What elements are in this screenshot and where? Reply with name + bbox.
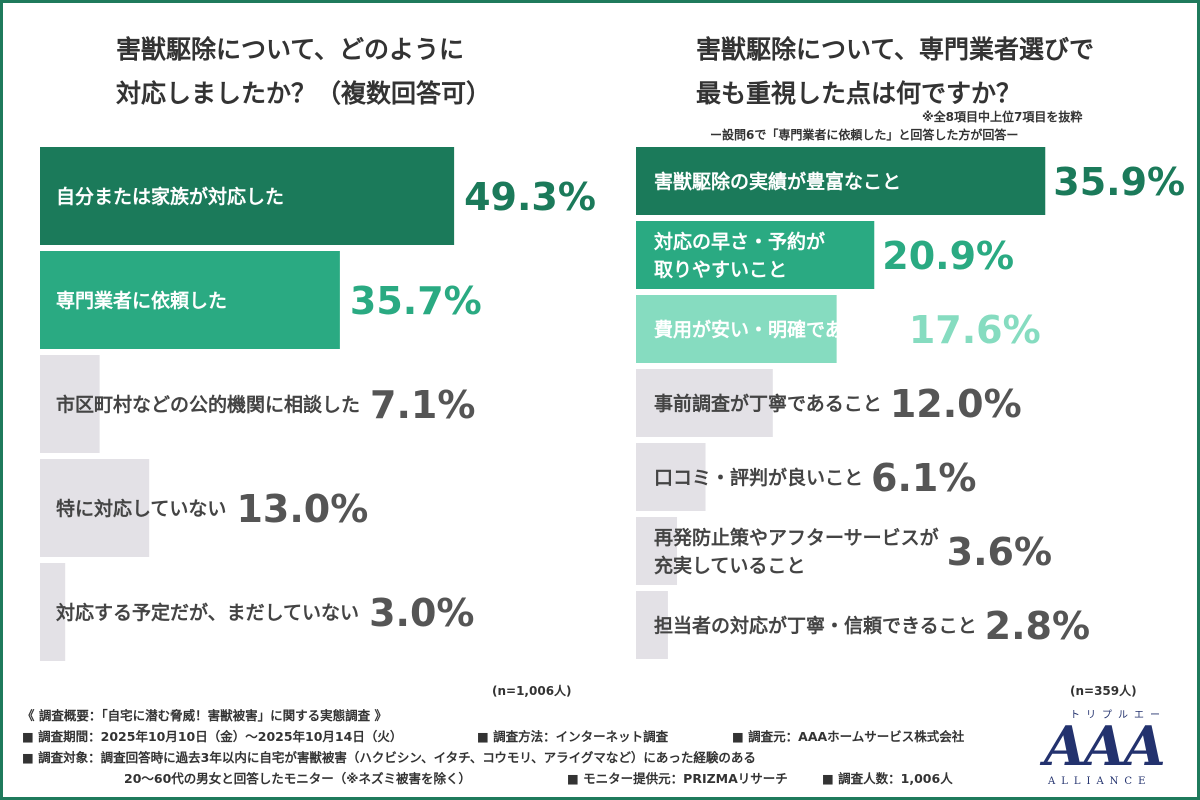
value-label-1-1: 20.9% <box>882 234 1014 278</box>
logo-kana: トリプルエー <box>1070 710 1166 721</box>
footer-count: ■ 調査人数：1,006人 <box>822 771 953 786</box>
value-label-1-2: 17.6% <box>909 308 1041 352</box>
value-label-0-1: 35.7% <box>350 279 482 323</box>
value-label-0-0: 49.3% <box>464 175 596 219</box>
right-note-2: ー設問6で「専門業者に依頼した」と回答した方が回答ー <box>710 128 1019 142</box>
left-n-count: (n=1,006人) <box>492 684 572 698</box>
logo-main: AAA <box>1044 714 1166 778</box>
bar-1-2 <box>636 295 837 363</box>
bar-label-0-2-0: 市区町村などの公的機関に相談した <box>56 393 360 416</box>
logo-sub: ALLIANCE <box>1048 776 1152 787</box>
value-label-0-3: 13.0% <box>236 487 368 531</box>
bar-label-1-1-0: 対応の早さ・予約が <box>653 230 825 253</box>
right-note-1: ※全8項目中上位7項目を抜粋 <box>922 110 1083 124</box>
bar-label-0-3-0: 特に対応していない <box>56 497 226 520</box>
bar-label-1-1-1: 取りやすいこと <box>654 259 787 281</box>
bar-label-0-1-0: 専門業者に依頼した <box>56 289 227 312</box>
aaa-alliance-logo: トリプルエー AAA ALLIANCE <box>1030 706 1190 792</box>
bar-0-4 <box>40 563 66 661</box>
bar-label-1-2-0: 費用が安い・明確であること <box>654 318 901 341</box>
bar-label-1-5-1: 充実していること <box>654 554 805 577</box>
bar-1-0 <box>636 147 1046 215</box>
charts: 自分または家族が対応した 49.3% 専門業者に依頼した 35.7% 市区町村などの公的… <box>40 147 1185 661</box>
bar-0-1 <box>40 251 340 349</box>
bar-1-4 <box>636 443 706 511</box>
value-label-1-4: 6.1% <box>871 456 976 500</box>
value-label-1-0: 35.9% <box>1053 160 1185 204</box>
footer-target-2: 20〜60代の男女と回答したモニター（※ネズミ被害を除く） <box>124 771 471 786</box>
bar-1-3 <box>636 369 773 437</box>
value-label-1-5: 3.6% <box>947 530 1052 574</box>
right-n-count: (n=359人) <box>1070 684 1137 698</box>
value-label-1-3: 12.0% <box>890 382 1022 426</box>
bar-label-1-4-0: 口コミ・評判が良いこと <box>654 466 863 489</box>
value-label-0-4: 3.0% <box>369 591 474 635</box>
bar-label-1-3-0: 事前調査が丁寧であること <box>654 392 882 415</box>
bar-label-0-4-0: 対応する予定だが、まだしていない <box>55 601 359 624</box>
footer-provider: ■ モニター提供元：PRIZMAリサーチ <box>567 771 788 786</box>
left-title-line-2: 対応しましたか？（複数回答可） <box>116 79 492 108</box>
bar-label-1-5-0: 再発防止策やアフターサービスが <box>654 526 939 549</box>
footer-source: ■ 調査元：AAAホームサービス株式会社 <box>732 729 965 744</box>
footer-method: ■ 調査方法：インターネット調査 <box>477 729 669 744</box>
bar-0-2 <box>40 355 100 453</box>
bar-0-3 <box>40 459 150 557</box>
bar-1-5 <box>636 517 678 585</box>
footer-period: ■ 調査期間：2025年10月10日（金）〜2025年10月14日（火） <box>22 729 403 744</box>
bar-1-6 <box>636 591 668 659</box>
bar-0-0 <box>40 147 455 245</box>
footer-target-1: ■ 調査対象：調査回答時に過去3年以内に自宅が害獣被害（ハクビシン、イタチ、コウ… <box>22 750 756 765</box>
left-title-line-1: 害獣駆除について、どのように <box>116 35 465 64</box>
footer-title: 《 調査概要：「自宅に潜む脅威！害獣被害」に関する実態調査 》 <box>22 708 387 723</box>
bar-1-1 <box>636 221 875 289</box>
bar-label-1-0-0: 害獣駆除の実績が豊富なこと <box>654 170 901 193</box>
value-label-0-2: 7.1% <box>370 383 475 427</box>
right-title-line-2: 最も重視した点は何ですか？ <box>696 79 1022 108</box>
right-title-line-1: 害獣駆除について、専門業者選びで <box>696 35 1095 64</box>
bar-label-0-0-0: 自分または家族が対応した <box>56 185 284 208</box>
bar-label-1-6-0: 担当者の対応が丁寧・信頼できること <box>654 614 977 637</box>
value-label-1-6: 2.8% <box>985 604 1090 648</box>
